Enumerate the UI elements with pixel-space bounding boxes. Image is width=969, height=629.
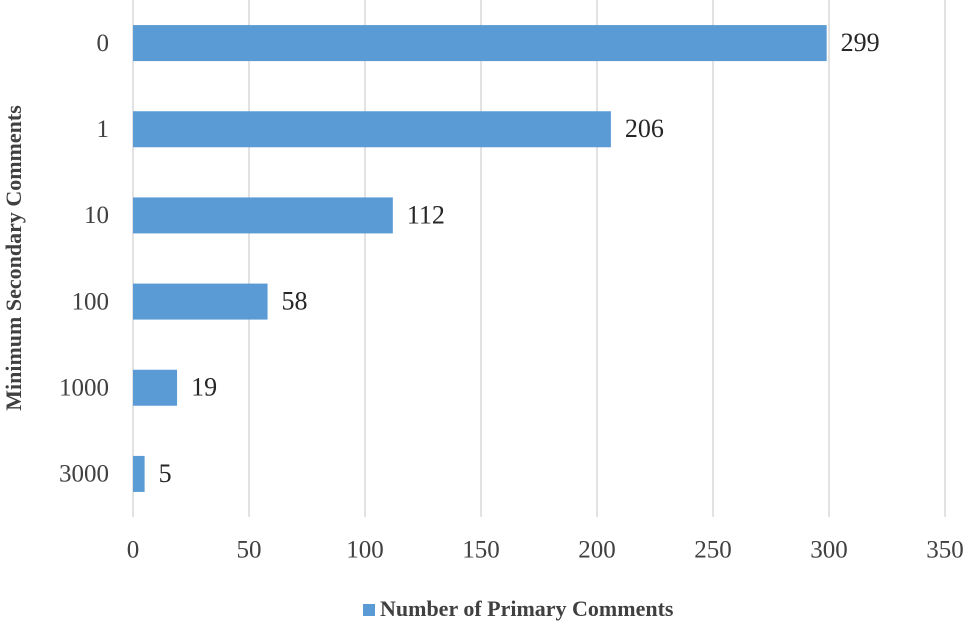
- x-tick-label: 150: [462, 537, 500, 564]
- data-label: 112: [407, 200, 445, 229]
- x-tick-label: 350: [926, 537, 964, 564]
- data-label: 206: [625, 114, 664, 143]
- data-label: 58: [282, 287, 308, 316]
- y-tick-label: 1000: [59, 374, 109, 401]
- data-label: 19: [191, 373, 217, 402]
- x-tick-label: 250: [694, 537, 732, 564]
- y-tick-label: 1: [97, 116, 110, 143]
- bar: [133, 283, 268, 320]
- y-tick-label: 100: [72, 288, 110, 315]
- data-label: 5: [159, 459, 172, 488]
- legend-label: Number of Primary Comments: [380, 596, 674, 621]
- bar: [133, 111, 611, 148]
- x-tick-label: 0: [127, 537, 140, 564]
- x-tick-label: 100: [346, 537, 384, 564]
- y-tick-label: 10: [84, 202, 109, 229]
- bar: [133, 369, 178, 406]
- bar: [133, 197, 393, 234]
- bar: [133, 455, 145, 492]
- x-tick-label: 50: [237, 537, 262, 564]
- x-tick-label: 200: [578, 537, 616, 564]
- data-label: 299: [841, 28, 880, 57]
- y-axis-title: Minimum Secondary Comments: [1, 105, 26, 411]
- bar: [133, 25, 827, 62]
- x-tick-label: 300: [810, 537, 848, 564]
- y-tick-label: 0: [97, 30, 110, 57]
- legend-swatch: [363, 604, 375, 616]
- y-tick-label: 3000: [59, 461, 109, 488]
